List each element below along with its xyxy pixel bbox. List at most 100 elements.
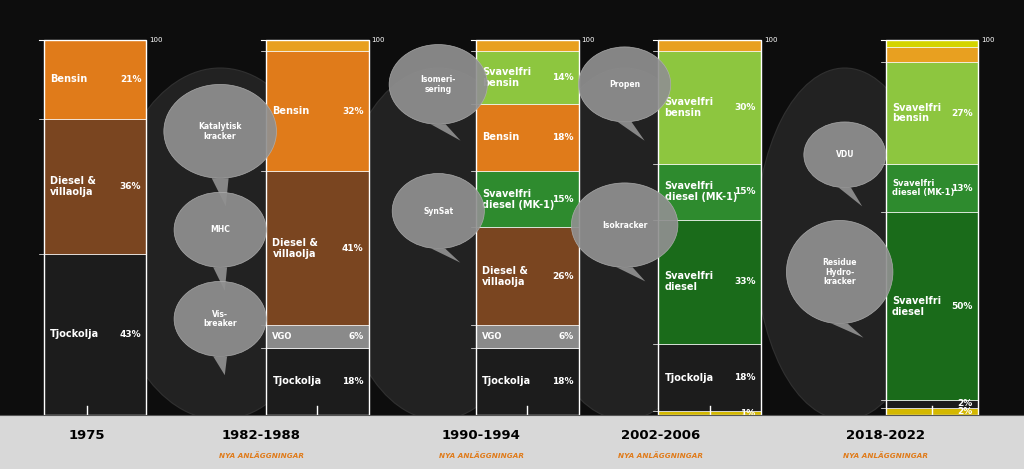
Text: NYA ANLÄGGNINGAR: NYA ANLÄGGNINGAR	[617, 453, 703, 459]
Text: 1%: 1%	[740, 408, 756, 418]
Text: Katalytisk
kracker: Katalytisk kracker	[199, 122, 242, 141]
Bar	[476, 348, 579, 415]
Ellipse shape	[174, 281, 266, 356]
Bar	[658, 51, 761, 164]
Bar	[886, 400, 978, 408]
Text: 100: 100	[150, 37, 163, 43]
Polygon shape	[839, 188, 862, 206]
Bar	[266, 51, 369, 171]
Text: NYA ANLÄGGNINGAR: NYA ANLÄGGNINGAR	[843, 453, 929, 459]
Polygon shape	[212, 178, 228, 206]
Text: NYA ANLÄGGNINGAR: NYA ANLÄGGNINGAR	[438, 453, 524, 459]
Ellipse shape	[392, 174, 484, 249]
Ellipse shape	[164, 84, 276, 178]
Bar	[658, 344, 761, 411]
Text: VGO: VGO	[482, 332, 503, 341]
Text: Isomeri-
sering: Isomeri- sering	[421, 75, 456, 94]
Bar	[476, 104, 579, 171]
Bar	[658, 220, 761, 344]
Text: 27%: 27%	[951, 108, 973, 118]
Bar	[658, 411, 761, 415]
Text: Propen: Propen	[609, 80, 640, 89]
Ellipse shape	[174, 192, 266, 267]
Text: Tjockolja: Tjockolja	[482, 376, 531, 386]
Text: Diesel &
villaolja: Diesel & villaolja	[272, 238, 318, 258]
Ellipse shape	[108, 68, 333, 420]
Text: 2%: 2%	[957, 399, 973, 408]
Text: Tjockolja: Tjockolja	[50, 329, 99, 340]
Text: 21%: 21%	[120, 75, 141, 84]
Text: 14%: 14%	[552, 73, 573, 82]
Bar	[476, 51, 579, 104]
Text: 2%: 2%	[957, 407, 973, 416]
Text: 6%: 6%	[558, 332, 573, 341]
Bar	[476, 40, 579, 51]
Bar	[658, 164, 761, 220]
Ellipse shape	[530, 68, 719, 420]
Ellipse shape	[579, 47, 671, 122]
Text: Residue
Hydro-
kracker: Residue Hydro- kracker	[822, 258, 857, 286]
Text: 18%: 18%	[734, 373, 756, 382]
Text: 18%: 18%	[342, 377, 364, 386]
Text: Svavelfri
diesel (MK-1): Svavelfri diesel (MK-1)	[482, 189, 555, 210]
Text: MHC: MHC	[210, 225, 230, 234]
Bar	[476, 171, 579, 227]
Bar	[266, 325, 369, 348]
Text: Bensin: Bensin	[482, 132, 519, 143]
Bar	[886, 47, 978, 62]
Text: Tjockolja: Tjockolja	[272, 376, 322, 386]
Text: 50%: 50%	[951, 302, 973, 311]
Text: Isokracker: Isokracker	[602, 220, 647, 230]
Text: 100: 100	[981, 37, 994, 43]
Text: 43%: 43%	[120, 330, 141, 339]
Bar	[266, 348, 369, 415]
Bar	[266, 171, 369, 325]
Text: NYA ANLÄGGNINGAR: NYA ANLÄGGNINGAR	[218, 453, 304, 459]
Text: 30%: 30%	[734, 103, 756, 112]
Text: 36%: 36%	[120, 182, 141, 191]
Ellipse shape	[571, 183, 678, 267]
Text: 1982-1988: 1982-1988	[221, 429, 301, 442]
Bar	[886, 408, 978, 415]
Bar	[658, 40, 761, 415]
Bar	[44, 40, 146, 415]
Text: 41%: 41%	[342, 243, 364, 253]
Text: 26%: 26%	[552, 272, 573, 281]
Bar	[886, 40, 978, 415]
Ellipse shape	[336, 68, 541, 420]
Text: Svavelfri
bensin: Svavelfri bensin	[665, 97, 714, 118]
Text: Svavelfri
bensin: Svavelfri bensin	[482, 67, 531, 88]
Text: Bensin: Bensin	[272, 106, 309, 116]
Bar	[44, 254, 146, 415]
Bar	[476, 227, 579, 325]
Text: Svavelfri
diesel: Svavelfri diesel	[892, 296, 941, 317]
Ellipse shape	[389, 45, 487, 124]
Text: Diesel &
villaolja: Diesel & villaolja	[50, 176, 96, 197]
Text: Svavelfri
diesel (MK-1): Svavelfri diesel (MK-1)	[665, 182, 737, 202]
Bar	[476, 325, 579, 348]
Polygon shape	[431, 124, 461, 141]
Bar	[44, 119, 146, 254]
Polygon shape	[616, 267, 645, 281]
Text: Vis-
breaker: Vis- breaker	[204, 310, 237, 328]
Bar	[658, 40, 761, 51]
Bar	[266, 40, 369, 51]
Text: 15%: 15%	[734, 187, 756, 197]
Text: Tjockolja: Tjockolja	[665, 372, 714, 383]
Text: VGO: VGO	[272, 332, 293, 341]
Bar	[0, 415, 1024, 469]
Text: 1990-1994: 1990-1994	[441, 429, 521, 442]
Polygon shape	[617, 122, 645, 141]
Text: 1975: 1975	[69, 429, 105, 442]
Bar	[44, 40, 146, 119]
Text: VDU: VDU	[836, 150, 854, 159]
Bar	[886, 40, 978, 47]
Text: 100: 100	[764, 37, 777, 43]
Text: 33%: 33%	[734, 277, 756, 287]
Text: Svavelfri
bensin: Svavelfri bensin	[892, 103, 941, 123]
Bar	[886, 212, 978, 400]
Text: 15%: 15%	[552, 195, 573, 204]
Text: 2002-2006: 2002-2006	[621, 429, 700, 442]
Text: 13%: 13%	[951, 183, 973, 193]
Bar	[266, 40, 369, 415]
